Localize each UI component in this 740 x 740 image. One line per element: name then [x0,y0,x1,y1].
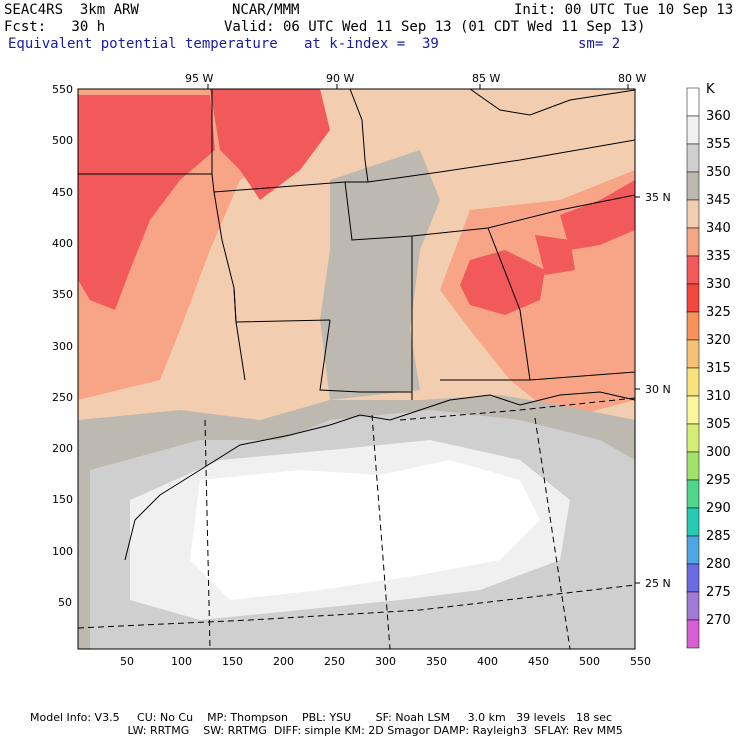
legend-unit: K [706,82,715,97]
legend-swatch [686,591,700,621]
legend-label: 270 [706,613,731,628]
model-info: Model Info: V3.5 CU: No Cu MP: Thompson … [30,711,613,724]
bottom-axis-label: 200 [273,655,294,668]
bottom-axis-label: 450 [528,655,549,668]
legend-label: 360 [706,109,731,124]
right-axis-label: 30 N [645,383,671,396]
top-axis-label: 80 W [618,72,647,85]
legend-label: 295 [706,473,731,488]
legend-swatch [686,199,700,229]
legend-swatch [686,171,700,201]
left-axis-label: 350 [52,288,73,302]
init-time: Init: 00 UTC Tue 10 Sep 13 [514,2,734,18]
top-axis-label: 90 W [326,72,355,85]
legend-swatch [686,367,700,397]
forecast-hour: Fcst: 30 h [4,19,106,35]
state-boundaries [78,89,635,400]
legend-label: 290 [706,501,731,516]
left-axis-label: 150 [52,493,73,507]
level-label: at k-index = 39 [304,36,439,52]
legend-label: 340 [706,221,731,236]
map-frame [77,88,636,650]
legend-label: 325 [706,305,731,320]
left-axis-label: 400 [52,236,73,250]
right-axis-label: 25 N [645,577,671,590]
legend-label: 280 [706,557,731,572]
legend-swatch [686,311,700,341]
bottom-axis-label: 50 [120,655,134,668]
bottom-axis-label: 400 [477,655,498,668]
left-axis-label: 500 [52,134,73,148]
field-name: Equivalent potential temperature [8,36,278,52]
legend-swatch [686,255,700,285]
legend-swatch [686,339,700,369]
bottom-axis-label: 100 [171,655,192,668]
left-axis-label: 300 [52,339,73,353]
legend-swatch [686,563,700,593]
left-axis-label: 50 [58,596,72,609]
right-axis-label: 35 N [645,191,671,204]
legend-swatch [686,395,700,425]
legend-label: 285 [706,529,731,544]
top-axis-label: 85 W [472,72,501,85]
legend-swatch [686,143,700,173]
bottom-axis-label: 300 [375,655,396,668]
legend-label: 355 [706,137,731,152]
gulf-coastline [124,391,636,561]
left-axis-label: 250 [52,390,73,404]
legend-swatch [686,451,700,481]
org-label: NCAR/MMM [232,2,300,18]
top-axis-label: 95 W [185,72,214,85]
legend-swatch [686,115,700,145]
bottom-axis-label: 150 [222,655,243,668]
legend-swatch [686,283,700,313]
valid-time: Valid: 06 UTC Wed 11 Sep 13 (01 CDT Wed … [224,19,646,35]
legend-label: 320 [706,333,731,348]
legend-swatch [686,535,700,565]
left-axis-label: 100 [52,544,73,558]
axis-ticks [207,84,640,584]
left-axis-label: 200 [52,442,73,456]
legend-label: 310 [706,389,731,404]
legend-swatch [686,479,700,509]
smoothing-label: sm= 2 [578,36,621,52]
legend-label: 315 [706,361,731,376]
theta-e-field [78,89,635,649]
legend-label: 350 [706,165,731,180]
legend-label: 275 [706,585,731,600]
bottom-axis-label: 350 [426,655,447,668]
bottom-axis-label: 250 [324,655,345,668]
legend-swatch [686,619,700,649]
legend-swatch [686,507,700,537]
bottom-axis-label: 500 [579,655,600,668]
legend-label: 330 [706,277,731,292]
left-axis-label: 550 [52,83,73,96]
bottom-axis-label: 550 [630,655,651,668]
legend-label: 345 [706,193,731,208]
legend-label: 305 [706,417,731,432]
legend-swatch [686,227,700,257]
legend-label: 300 [706,445,731,460]
graticule [78,397,635,649]
legend-swatch [686,423,700,453]
legend-label: 335 [706,249,731,264]
legend-swatch [686,87,700,117]
left-axis-label: 450 [52,185,73,199]
physics-info: LW: RRTMG SW: RRTMG DIFF: simple KM: 2D … [82,724,623,737]
model-title: SEAC4RS 3km ARW [4,2,139,18]
